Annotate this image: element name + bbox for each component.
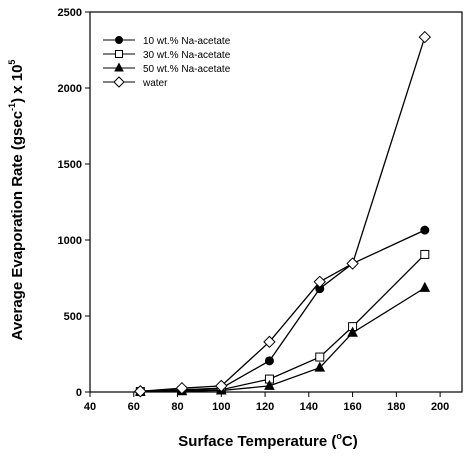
data-point-circle <box>420 225 430 235</box>
data-point-triangle <box>347 326 358 337</box>
data-point-diamond <box>113 76 125 88</box>
y-axis-title-exponent: 5 <box>7 60 17 65</box>
data-point-circle <box>115 36 123 44</box>
data-point-diamond <box>134 385 147 398</box>
x-tick-label: 180 <box>387 401 405 413</box>
y-tick-label: 2500 <box>58 7 82 19</box>
series-1 <box>135 225 430 396</box>
data-point-diamond <box>418 30 432 44</box>
legend-label: water <box>142 78 168 89</box>
y-tick-label: 2000 <box>58 83 82 95</box>
series-4 <box>134 30 432 398</box>
data-point-triangle <box>419 281 431 292</box>
legend-label: 30 wt.% Na-acetate <box>143 50 231 61</box>
series-line <box>140 229 426 392</box>
legend-label: 10 wt.% Na-acetate <box>143 36 231 47</box>
x-tick-label: 40 <box>84 401 96 413</box>
data-point-triangle <box>114 62 124 72</box>
legend-entry: 50 wt.% Na-acetate <box>103 62 231 75</box>
y-tick-label: 500 <box>64 311 82 323</box>
x-tick-label: 120 <box>256 401 274 413</box>
data-point-square <box>115 50 123 58</box>
y-axis-title-power: -1 <box>7 103 17 111</box>
data-point-diamond <box>215 379 228 393</box>
legend-entry: water <box>103 76 168 89</box>
data-point-triangle <box>264 379 275 390</box>
series-line <box>140 253 426 393</box>
legend-entry: 10 wt.% Na-acetate <box>103 36 231 47</box>
x-axis-title-main: Surface Temperature ( <box>178 433 336 450</box>
series-line <box>140 287 426 393</box>
data-point-square <box>315 352 325 362</box>
x-tick-label: 140 <box>300 401 318 413</box>
x-tick-label: 60 <box>128 401 140 413</box>
data-point-diamond <box>175 381 189 395</box>
y-tick-label: 1000 <box>58 235 82 247</box>
x-axis-title-degree: o <box>336 431 342 441</box>
series-3 <box>134 281 431 396</box>
series-2 <box>135 249 430 397</box>
data-point-diamond <box>346 257 359 270</box>
legend-label: 50 wt.% Na-acetate <box>143 64 231 75</box>
data-point-triangle <box>314 361 326 372</box>
y-tick-label: 1500 <box>58 159 82 171</box>
x-axis-title-end: C) <box>342 433 358 450</box>
data-point-diamond <box>263 335 276 349</box>
x-tick-label: 200 <box>431 401 449 413</box>
data-point-circle <box>264 356 274 366</box>
data-point-diamond <box>313 275 326 289</box>
x-tick-label: 160 <box>343 401 361 413</box>
series-line <box>140 36 426 392</box>
x-axis-title: Surface Temperature (oC) <box>178 431 357 450</box>
y-axis-title: Average Evaporation Rate (gsec-1) x 105 <box>7 60 26 341</box>
y-axis-title-end: ) x 10 <box>9 65 26 103</box>
x-tick-label: 100 <box>212 401 230 413</box>
y-tick-label: 0 <box>76 387 82 399</box>
x-tick-label: 80 <box>171 401 183 413</box>
data-point-square <box>420 249 430 259</box>
legend-entry: 30 wt.% Na-acetate <box>103 50 231 61</box>
plot-frame <box>89 11 463 393</box>
y-axis-title-main: Average Evaporation Rate (gsec <box>9 111 26 341</box>
